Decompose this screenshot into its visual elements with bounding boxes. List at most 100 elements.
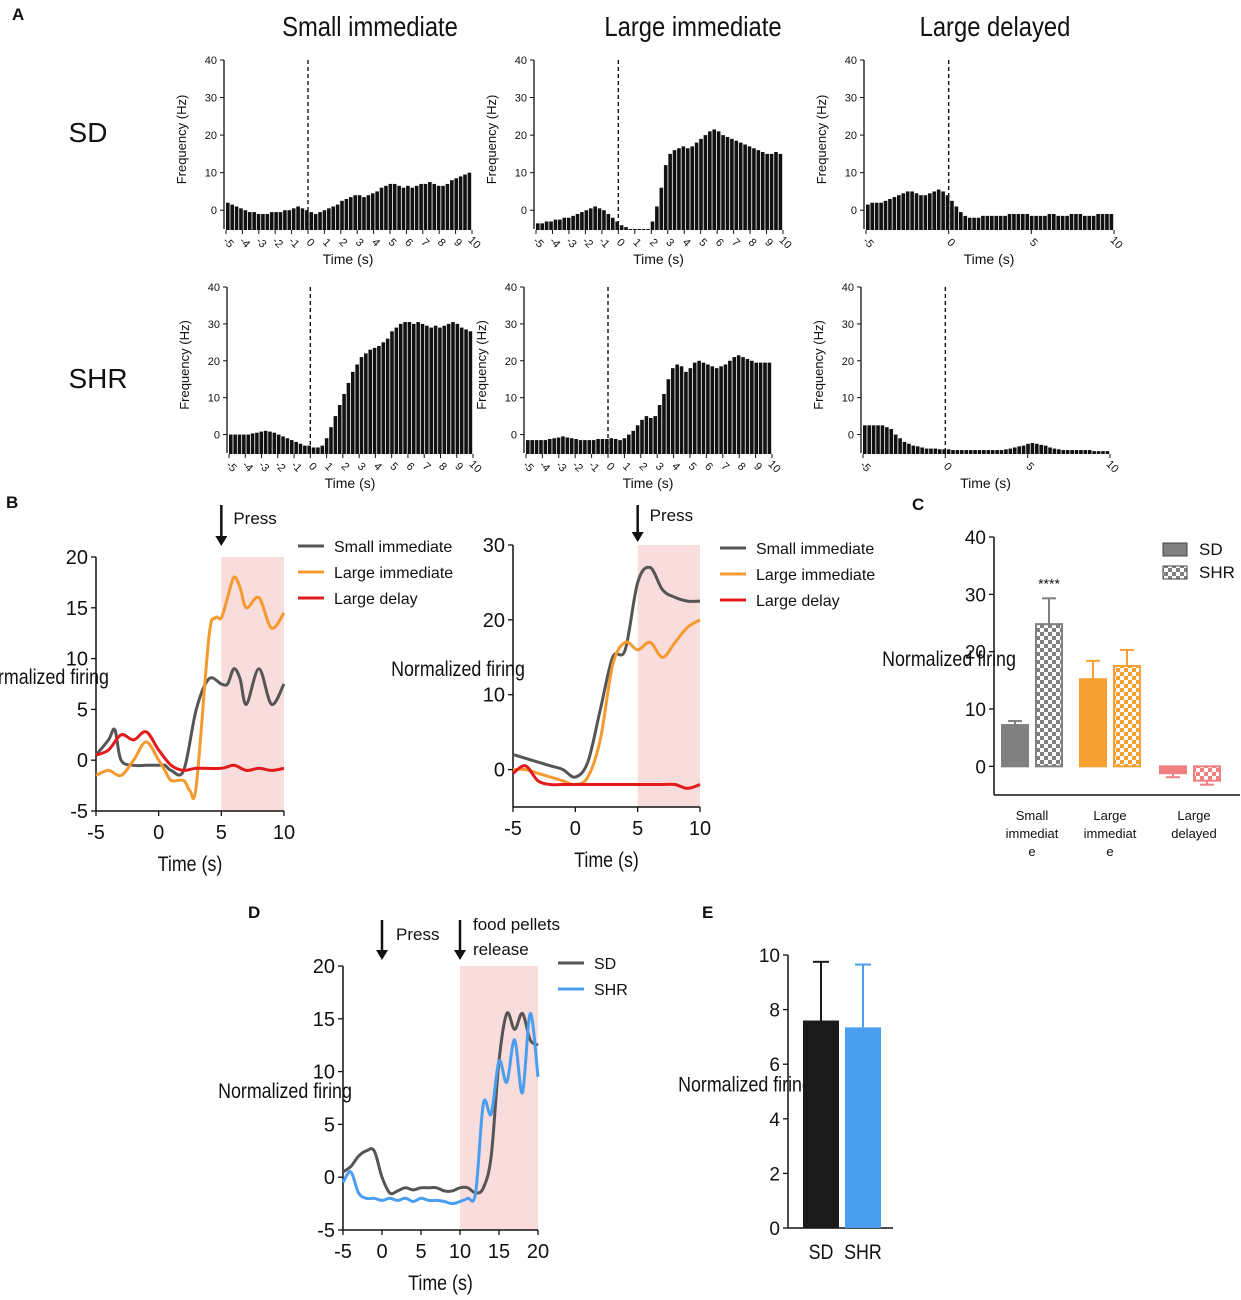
- x-tick-label: 2: [337, 236, 350, 249]
- histogram-bar: [929, 448, 933, 454]
- x-axis-label: Time (s): [633, 251, 684, 267]
- y-tick-label: 0: [324, 1167, 335, 1189]
- histogram-bar: [885, 427, 889, 454]
- x-tick-label: 4: [369, 236, 382, 249]
- y-tick-label: 20: [845, 130, 857, 142]
- histogram-bar: [1035, 443, 1039, 454]
- histogram-bar: [412, 323, 416, 454]
- x-tick-label: -4: [237, 235, 252, 250]
- histogram-bar: [1074, 450, 1079, 454]
- histogram-bar: [774, 152, 778, 230]
- x-tick-label: -5: [223, 459, 238, 474]
- histogram-bar: [963, 215, 968, 230]
- histogram-bar: [990, 215, 994, 230]
- x-tick-label: 0: [306, 460, 319, 473]
- histogram-bar: [562, 217, 567, 230]
- x-tick-label: 10: [689, 818, 711, 840]
- x-tick-label: 9: [762, 236, 775, 249]
- y-tick-label: -5: [317, 1220, 335, 1242]
- histogram-bar: [283, 210, 287, 230]
- histogram-bar: [1092, 451, 1096, 454]
- x-tick-label: -1: [286, 235, 301, 250]
- y-axis-label: Normalized firing: [0, 666, 109, 690]
- y-tick-label: 20: [965, 643, 986, 664]
- histogram-bar: [730, 138, 734, 230]
- histogram-bar: [714, 368, 719, 454]
- series-line-sd: [342, 1011, 539, 1196]
- histogram-bar: [933, 448, 938, 454]
- y-tick-label: 40: [505, 282, 517, 294]
- histogram-bar: [311, 447, 316, 454]
- histogram-bar: [307, 445, 311, 454]
- y-axis-label: Normalized firing: [882, 648, 1016, 672]
- histogram-bar: [1039, 444, 1044, 454]
- histogram-bar: [871, 425, 876, 454]
- x-tick-label: 9: [451, 236, 464, 249]
- histogram-bar: [723, 364, 728, 454]
- histogram-bar: [446, 323, 451, 454]
- y-axis-label: Frequency (Hz): [474, 320, 489, 410]
- histogram-bar: [901, 193, 906, 230]
- histogram-bar: [677, 148, 681, 230]
- x-tick-label: 3: [663, 236, 676, 249]
- histogram-bar: [637, 229, 642, 230]
- y-axis-label: Frequency (Hz): [177, 320, 192, 410]
- legend-label: Small immediate: [756, 541, 874, 558]
- panel-letter-b: B: [6, 493, 18, 512]
- histogram-bar: [416, 322, 420, 454]
- x-tick-label: 10: [273, 822, 295, 844]
- histogram-bar: [1083, 215, 1087, 230]
- histogram-bar: [370, 193, 375, 230]
- histogram-bar: [1043, 215, 1047, 230]
- x-tick-label: 5: [632, 818, 643, 840]
- x-tick-label: -3: [253, 235, 268, 250]
- y-tick-label: 30: [965, 585, 986, 606]
- histogram-bar: [464, 329, 468, 454]
- x-tick-label: 10: [467, 458, 484, 475]
- histogram-bar: [1061, 450, 1066, 454]
- histogram-bar: [690, 146, 694, 230]
- histogram-bar: [1079, 450, 1083, 454]
- y-tick-label: 10: [313, 1062, 335, 1084]
- legend-label: Large delay: [756, 593, 840, 610]
- histogram-bar: [259, 431, 264, 454]
- y-tick-label: 20: [483, 610, 505, 632]
- histogram-bar: [451, 322, 455, 454]
- histogram-bar: [708, 131, 712, 230]
- histogram-bar: [747, 146, 752, 230]
- histogram-bar: [863, 425, 867, 454]
- histogram-bar: [910, 191, 914, 230]
- x-tick-label: 10: [466, 234, 483, 251]
- x-tick-label: -5: [530, 235, 545, 250]
- histogram-bar: [898, 438, 902, 454]
- legend-label: SD: [594, 956, 616, 973]
- histogram-bar: [1004, 449, 1008, 454]
- y-tick-label: -5: [70, 801, 88, 823]
- food-arrow: [454, 920, 466, 960]
- x-tick-label: -5: [504, 818, 522, 840]
- histogram-bar: [234, 206, 239, 230]
- histogram-bar: [694, 142, 699, 230]
- histogram-bar: [377, 346, 381, 454]
- histogram-bar: [870, 202, 875, 230]
- x-tick-label: -5: [860, 235, 875, 250]
- y-tick-label: 8: [769, 1001, 780, 1022]
- histogram-bar: [1012, 447, 1017, 454]
- histogram-bar: [530, 440, 534, 454]
- histogram-bar: [536, 223, 540, 230]
- bar-sd: [803, 1020, 839, 1228]
- histogram-bar: [1083, 450, 1088, 454]
- histogram-bar: [597, 208, 602, 230]
- histogram-bar: [544, 221, 549, 230]
- press-label: Press: [233, 509, 276, 528]
- legend-swatch-sd: [1162, 542, 1188, 557]
- histogram-bar: [1025, 213, 1030, 230]
- histogram-bar: [959, 212, 963, 230]
- histogram-bar: [732, 357, 737, 454]
- histogram-bar: [964, 450, 969, 454]
- x-tick-label: 5: [216, 822, 227, 844]
- histogram-bar: [252, 212, 256, 230]
- histogram-bar: [633, 229, 637, 230]
